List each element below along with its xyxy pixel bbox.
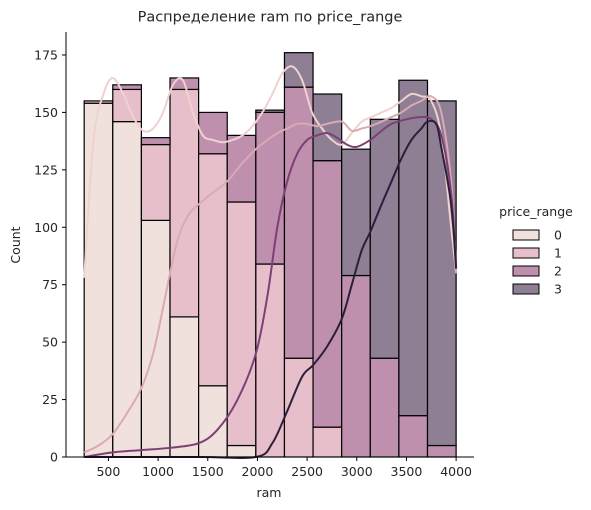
y-tick-label: 100: [34, 220, 58, 235]
bar-0-bin-0: [83, 102, 114, 458]
legend-item-3: 3: [512, 282, 562, 297]
legend-swatch: [512, 247, 540, 259]
bar-1-bin-0: [83, 100, 114, 104]
x-tick-label: 4000: [440, 464, 472, 479]
y-axis-label: Count: [8, 226, 23, 263]
legend: price_range 0 1 2 3: [499, 204, 573, 297]
legend-title: price_range: [499, 204, 573, 219]
bar-2-bin-8: [312, 160, 343, 428]
bar-1-bin-4: [198, 153, 228, 387]
kde-layer: [83, 65, 458, 460]
bar-0-bin-4: [198, 385, 228, 458]
y-tick-label: 75: [42, 277, 58, 292]
legend-item-0: 0: [512, 228, 562, 243]
y-tick-label: 150: [34, 105, 58, 120]
bar-3-bin-7: [283, 52, 314, 88]
kde-line-1: [83, 94, 458, 454]
bar-1-bin-2: [140, 143, 171, 221]
bar-0-bin-5: [226, 444, 257, 458]
bar-3-bin-9: [341, 148, 371, 277]
legend-swatch: [512, 265, 540, 277]
x-tick-label: 500: [96, 464, 120, 479]
legend-item-1: 1: [512, 246, 562, 261]
bar-series-1: [83, 88, 343, 458]
x-tick-label: 2500: [291, 464, 323, 479]
kde-line-3: [84, 119, 458, 460]
bar-3-bin-10: [369, 118, 400, 359]
legend-label: 1: [554, 246, 562, 261]
bar-2-bin-7: [283, 86, 314, 359]
y-tick-label: 25: [42, 392, 58, 407]
legend-swatch: [512, 229, 540, 241]
bar-0-bin-3: [169, 316, 200, 458]
bar-1-bin-8: [312, 426, 343, 458]
y-tick-label: 50: [42, 335, 58, 350]
x-tick-label: 3000: [341, 464, 373, 479]
y-tick-label: 125: [34, 162, 58, 177]
bar-2-bin-1: [112, 84, 143, 91]
bar-1-bin-3: [169, 88, 200, 318]
bar-3-bin-8: [312, 93, 343, 162]
x-tick-label: 3500: [391, 464, 423, 479]
legend-items: 0 1 2 3: [512, 228, 562, 297]
y-ticks: 0 25 50 75 100 125 150 175: [34, 47, 66, 465]
x-tick-label: 1500: [192, 464, 224, 479]
bar-2-bin-5: [226, 134, 257, 203]
kde-line-0: [83, 65, 458, 278]
bar-3-bin-12: [426, 100, 457, 447]
kde-line-2: [84, 115, 458, 458]
y-tick-label: 0: [50, 450, 58, 465]
bar-0-bin-1: [112, 120, 143, 458]
bar-2-bin-10: [369, 357, 400, 458]
x-ticks: 500 1000 1500 2000 2500 3000 3500 4000: [96, 457, 472, 479]
legend-label: 2: [554, 264, 562, 279]
bar-3-bin-11: [398, 79, 429, 417]
bar-2-bin-12: [426, 444, 457, 458]
legend-label: 0: [554, 228, 562, 243]
legend-swatch: [512, 283, 540, 295]
bar-1-bin-1: [112, 88, 143, 123]
bar-3-bin-6: [255, 109, 286, 114]
x-axis-label: ram: [257, 485, 282, 500]
bar-2-bin-11: [398, 415, 429, 458]
chart-title: Распределение ram по price_range: [138, 10, 403, 26]
legend-label: 3: [554, 282, 562, 297]
bar-2-bin-6: [255, 111, 286, 265]
y-tick-label: 175: [34, 47, 58, 62]
x-tick-label: 2000: [242, 464, 274, 479]
bar-2-bin-2: [140, 137, 171, 146]
x-tick-label: 1000: [142, 464, 174, 479]
bar-2-bin-4: [198, 111, 228, 155]
legend-item-2: 2: [512, 264, 562, 279]
